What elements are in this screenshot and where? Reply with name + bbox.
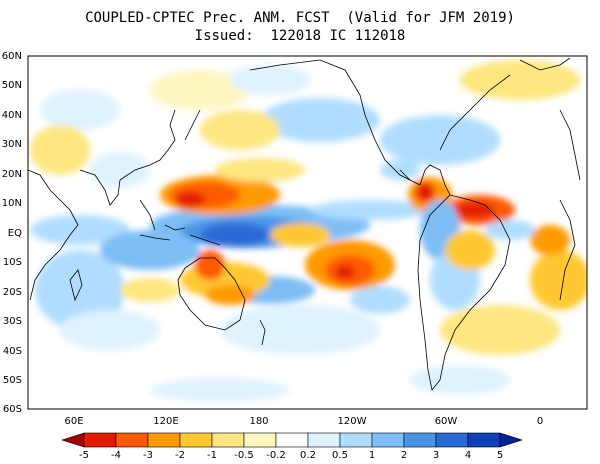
colorbar-box [467, 432, 501, 448]
lat-label: 30S [3, 316, 22, 327]
longitude-axis: 60E 120E 180 120W 60W 0 [64, 416, 543, 427]
colorbar-box [371, 432, 405, 448]
colorbar-box [115, 432, 149, 448]
anomaly-field [28, 56, 587, 409]
colorbar-box [83, 432, 117, 448]
colorbar-label: 5 [497, 450, 503, 461]
colorbar-box [403, 432, 437, 448]
lon-label: 60E [64, 416, 83, 427]
colorbar-label: -0.5 [234, 450, 254, 461]
lat-label: 40S [3, 346, 22, 357]
lat-label: 50N [2, 80, 22, 91]
lon-label: 0 [537, 416, 543, 427]
colorbar-label: 2 [401, 450, 407, 461]
lat-label: EQ [8, 228, 22, 239]
lat-label: 60N [2, 51, 22, 62]
map-title-line2: Issued: 122018 IC 112018 [194, 28, 406, 44]
colorbar-label: -1 [207, 450, 217, 461]
colorbar: -5 -4 -3 -2 -1 -0.5 -0.2 0.2 0.5 1 2 3 4 5 [61, 432, 523, 461]
lon-label: 120W [338, 416, 367, 427]
lat-label: 10S [3, 257, 22, 268]
colorbar-label: 4 [465, 450, 471, 461]
colorbar-label: 3 [433, 450, 439, 461]
map-frame [27, 55, 588, 410]
colorbar-label: -3 [143, 450, 153, 461]
colorbar-label: 1 [369, 450, 375, 461]
colorbar-box [179, 432, 213, 448]
colorbar-label: -0.2 [266, 450, 286, 461]
colorbar-box [435, 432, 469, 448]
lon-label: 180 [249, 416, 268, 427]
lat-label: 30N [2, 139, 22, 150]
lon-label: 120E [153, 416, 178, 427]
colorbar-box [307, 432, 341, 448]
colorbar-label: -2 [175, 450, 185, 461]
latitude-axis: 60N 50N 40N 30N 20N 10N EQ 10S 20S 30S 4… [2, 51, 22, 415]
lat-label: 40N [2, 110, 22, 121]
colorbar-box [243, 432, 277, 448]
lon-label: 60W [435, 416, 458, 427]
colorbar-arrow-low [61, 432, 85, 448]
lat-label: 10N [2, 198, 22, 209]
colorbar-label: 0.5 [332, 450, 348, 461]
map-title-line1: COUPLED-CPTEC Prec. ANM. FCST (Valid for… [85, 10, 515, 26]
lat-label: 20N [2, 169, 22, 180]
colorbar-arrow-high [499, 432, 523, 448]
colorbar-box [211, 432, 245, 448]
colorbar-label: 0.2 [300, 450, 316, 461]
colorbar-label: -5 [79, 450, 89, 461]
colorbar-box [339, 432, 373, 448]
colorbar-box [147, 432, 181, 448]
lat-label: 50S [3, 375, 22, 386]
coastlines [28, 57, 581, 391]
lat-label: 20S [3, 287, 22, 298]
colorbar-box [275, 432, 309, 448]
colorbar-label: -4 [111, 450, 121, 461]
lat-label: 60S [3, 404, 22, 415]
